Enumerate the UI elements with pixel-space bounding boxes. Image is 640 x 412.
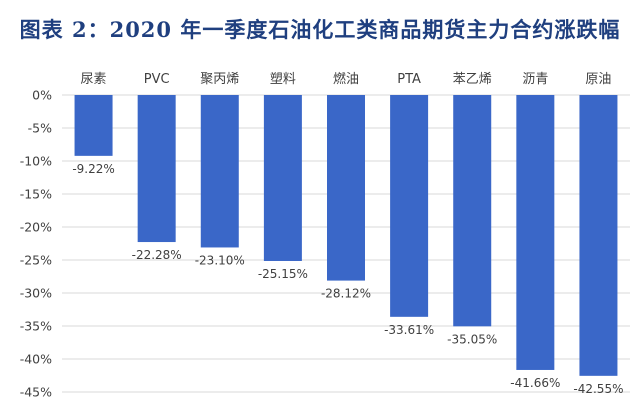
data-label: -9.22% <box>72 162 114 176</box>
bar <box>453 95 492 327</box>
bar <box>579 95 618 376</box>
x-tick-label: 尿素 <box>81 72 107 87</box>
data-label: -25.15% <box>258 267 308 281</box>
y-tick-label: 0% <box>32 88 52 103</box>
bar <box>390 95 429 317</box>
data-label: -42.55% <box>573 382 623 396</box>
data-label: -28.12% <box>321 287 371 301</box>
x-tick-label: PTA <box>397 72 421 87</box>
y-tick-label: -10% <box>20 154 52 169</box>
bar <box>516 95 555 370</box>
bar <box>200 95 239 248</box>
bar <box>263 95 302 261</box>
y-tick-label: -25% <box>20 253 52 268</box>
data-label: -22.28% <box>132 248 182 262</box>
y-tick-label: -30% <box>20 286 52 301</box>
y-tick-label: -40% <box>20 352 52 367</box>
x-tick-label: 塑料 <box>270 72 296 87</box>
bar <box>327 95 365 281</box>
y-tick-label: -5% <box>28 121 52 136</box>
y-tick-label: -15% <box>20 187 52 202</box>
y-tick-label: -20% <box>20 220 52 235</box>
x-tick-label: 沥青 <box>522 72 548 87</box>
x-tick-label: 原油 <box>585 72 611 87</box>
x-tick-label: 聚丙烯 <box>200 72 239 87</box>
data-label: -41.66% <box>510 376 560 390</box>
x-tick-label: 苯乙烯 <box>453 72 492 87</box>
data-label: -35.05% <box>447 332 497 346</box>
bar <box>74 95 113 156</box>
x-tick-label: 燃油 <box>333 71 359 87</box>
bar <box>137 95 176 243</box>
data-label: -23.10% <box>195 253 245 267</box>
y-tick-label: -35% <box>20 319 52 334</box>
data-label: -33.61% <box>384 323 434 337</box>
x-tick-label: PVC <box>144 72 170 87</box>
y-tick-label: -45% <box>20 385 52 400</box>
chart-title: 图表 2：2020 年一季度石油化工类商品期货主力合约涨跌幅 <box>19 17 621 42</box>
